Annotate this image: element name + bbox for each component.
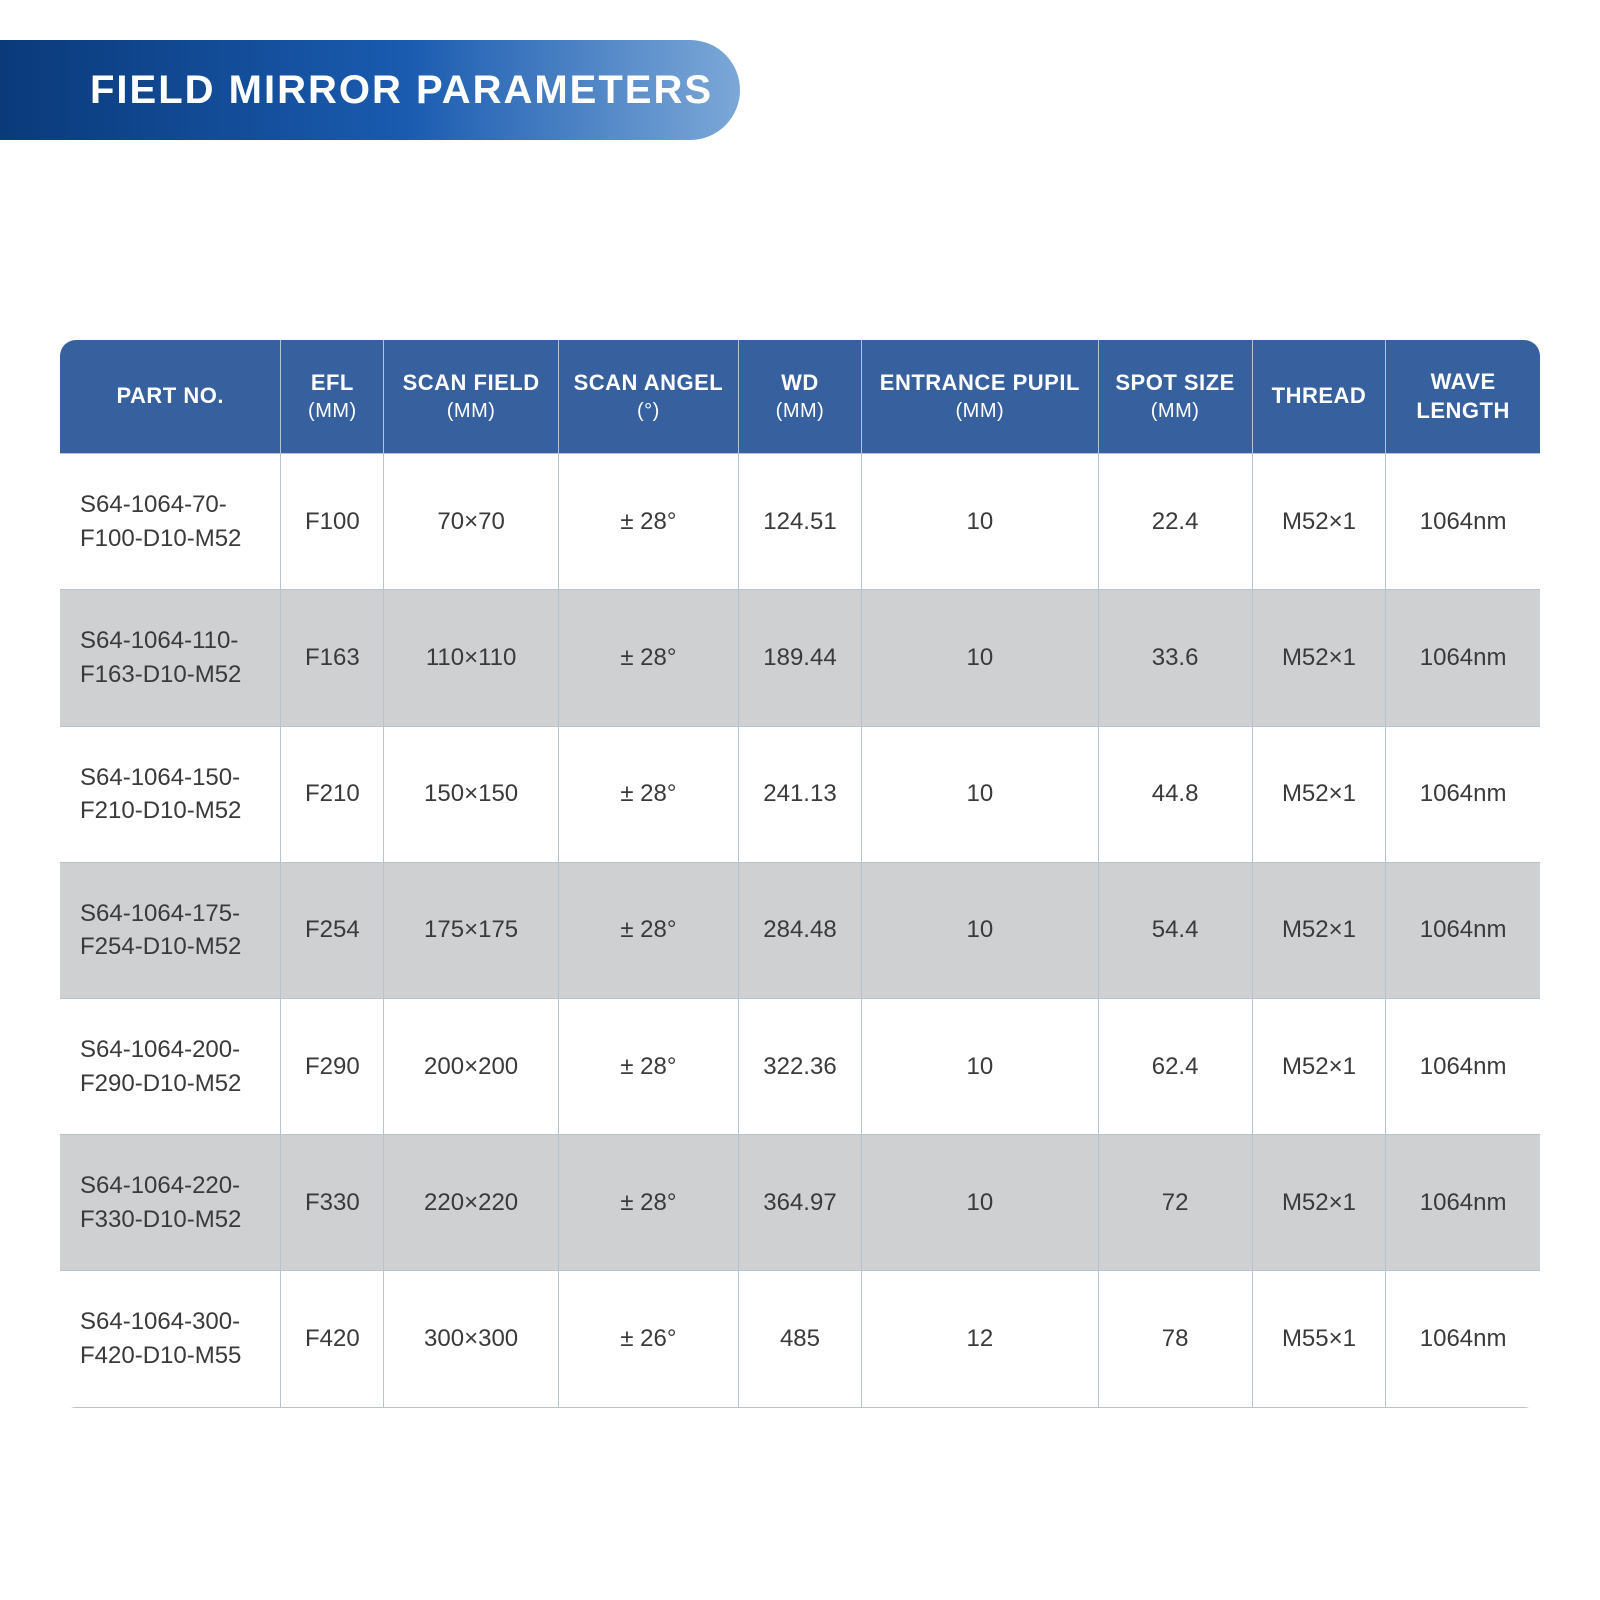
table-cell: 110×110 [384, 590, 559, 726]
page-title: FIELD MIRROR PARAMETERS [90, 68, 713, 113]
table-cell: ± 28° [558, 1135, 738, 1271]
table-cell: S64-1064-300-F420-D10-M55 [60, 1271, 281, 1407]
table-cell: 1064nm [1386, 726, 1540, 862]
table-cell: F210 [281, 726, 384, 862]
table-cell: 10 [862, 1135, 1098, 1271]
table-cell: 22.4 [1098, 454, 1252, 590]
table-cell: 175×175 [384, 862, 559, 998]
table-cell: 189.44 [738, 590, 861, 726]
table-cell: M55×1 [1252, 1271, 1386, 1407]
table-cell: 1064nm [1386, 1135, 1540, 1271]
table-cell: 10 [862, 454, 1098, 590]
col-spot-size: SPOT SIZE(MM) [1098, 340, 1252, 454]
table-cell: ± 28° [558, 454, 738, 590]
col-thread: THREAD [1252, 340, 1386, 454]
table-cell: M52×1 [1252, 998, 1386, 1134]
table-row: S64-1064-220-F330-D10-M52F330220×220± 28… [60, 1135, 1540, 1271]
table-cell: S64-1064-150-F210-D10-M52 [60, 726, 281, 862]
table-cell: F254 [281, 862, 384, 998]
table-cell: 72 [1098, 1135, 1252, 1271]
table-cell: F330 [281, 1135, 384, 1271]
table-cell: F290 [281, 998, 384, 1134]
table-cell: ± 28° [558, 998, 738, 1134]
table-cell: M52×1 [1252, 1135, 1386, 1271]
table-cell: M52×1 [1252, 862, 1386, 998]
col-wd: WD(MM) [738, 340, 861, 454]
table-cell: 300×300 [384, 1271, 559, 1407]
table-cell: 220×220 [384, 1135, 559, 1271]
table-cell: 44.8 [1098, 726, 1252, 862]
table-cell: ± 28° [558, 726, 738, 862]
table-cell: 1064nm [1386, 998, 1540, 1134]
table-cell: F420 [281, 1271, 384, 1407]
table-cell: S64-1064-70-F100-D10-M52 [60, 454, 281, 590]
parameters-table-wrap: PART NO. EFL(MM) SCAN FIELD(MM) SCAN ANG… [60, 340, 1540, 1408]
table-cell: F163 [281, 590, 384, 726]
table-cell: 322.36 [738, 998, 861, 1134]
table-cell: M52×1 [1252, 726, 1386, 862]
table-cell: M52×1 [1252, 454, 1386, 590]
table-cell: 1064nm [1386, 862, 1540, 998]
table-cell: ± 28° [558, 590, 738, 726]
table-row: S64-1064-110-F163-D10-M52F163110×110± 28… [60, 590, 1540, 726]
table-row: S64-1064-70-F100-D10-M52F10070×70± 28°12… [60, 454, 1540, 590]
table-cell: 12 [862, 1271, 1098, 1407]
table-row: S64-1064-200-F290-D10-M52F290200×200± 28… [60, 998, 1540, 1134]
table-row: S64-1064-150-F210-D10-M52F210150×150± 28… [60, 726, 1540, 862]
table-cell: 10 [862, 726, 1098, 862]
table-cell: 200×200 [384, 998, 559, 1134]
table-cell: 62.4 [1098, 998, 1252, 1134]
table-cell: 150×150 [384, 726, 559, 862]
table-cell: 10 [862, 590, 1098, 726]
title-banner: FIELD MIRROR PARAMETERS [0, 40, 740, 140]
table-cell: 70×70 [384, 454, 559, 590]
table-cell: ± 28° [558, 862, 738, 998]
table-body: S64-1064-70-F100-D10-M52F10070×70± 28°12… [60, 454, 1540, 1407]
table-row: S64-1064-175-F254-D10-M52F254175×175± 28… [60, 862, 1540, 998]
table-cell: 54.4 [1098, 862, 1252, 998]
table-header: PART NO. EFL(MM) SCAN FIELD(MM) SCAN ANG… [60, 340, 1540, 454]
table-cell: M52×1 [1252, 590, 1386, 726]
table-cell: 33.6 [1098, 590, 1252, 726]
col-part-no: PART NO. [60, 340, 281, 454]
table-cell: 1064nm [1386, 1271, 1540, 1407]
col-efl: EFL(MM) [281, 340, 384, 454]
table-row: S64-1064-300-F420-D10-M55F420300×300± 26… [60, 1271, 1540, 1407]
parameters-table: PART NO. EFL(MM) SCAN FIELD(MM) SCAN ANG… [60, 340, 1540, 1408]
table-cell: 78 [1098, 1271, 1252, 1407]
col-scan-angle: SCAN ANGEL(°) [558, 340, 738, 454]
col-wave-length: WAVE LENGTH [1386, 340, 1540, 454]
table-cell: 1064nm [1386, 590, 1540, 726]
col-entrance-pupil: ENTRANCE PUPIL(MM) [862, 340, 1098, 454]
page: FIELD MIRROR PARAMETERS PART NO. EFL(MM)… [0, 0, 1600, 1600]
table-cell: S64-1064-220-F330-D10-M52 [60, 1135, 281, 1271]
table-cell: S64-1064-110-F163-D10-M52 [60, 590, 281, 726]
table-cell: F100 [281, 454, 384, 590]
table-cell: 1064nm [1386, 454, 1540, 590]
table-cell: 485 [738, 1271, 861, 1407]
table-cell: ± 26° [558, 1271, 738, 1407]
table-cell: 284.48 [738, 862, 861, 998]
table-cell: 10 [862, 862, 1098, 998]
table-cell: 241.13 [738, 726, 861, 862]
table-cell: 10 [862, 998, 1098, 1134]
col-scan-field: SCAN FIELD(MM) [384, 340, 559, 454]
table-cell: S64-1064-175-F254-D10-M52 [60, 862, 281, 998]
table-cell: 364.97 [738, 1135, 861, 1271]
table-cell: 124.51 [738, 454, 861, 590]
table-cell: S64-1064-200-F290-D10-M52 [60, 998, 281, 1134]
